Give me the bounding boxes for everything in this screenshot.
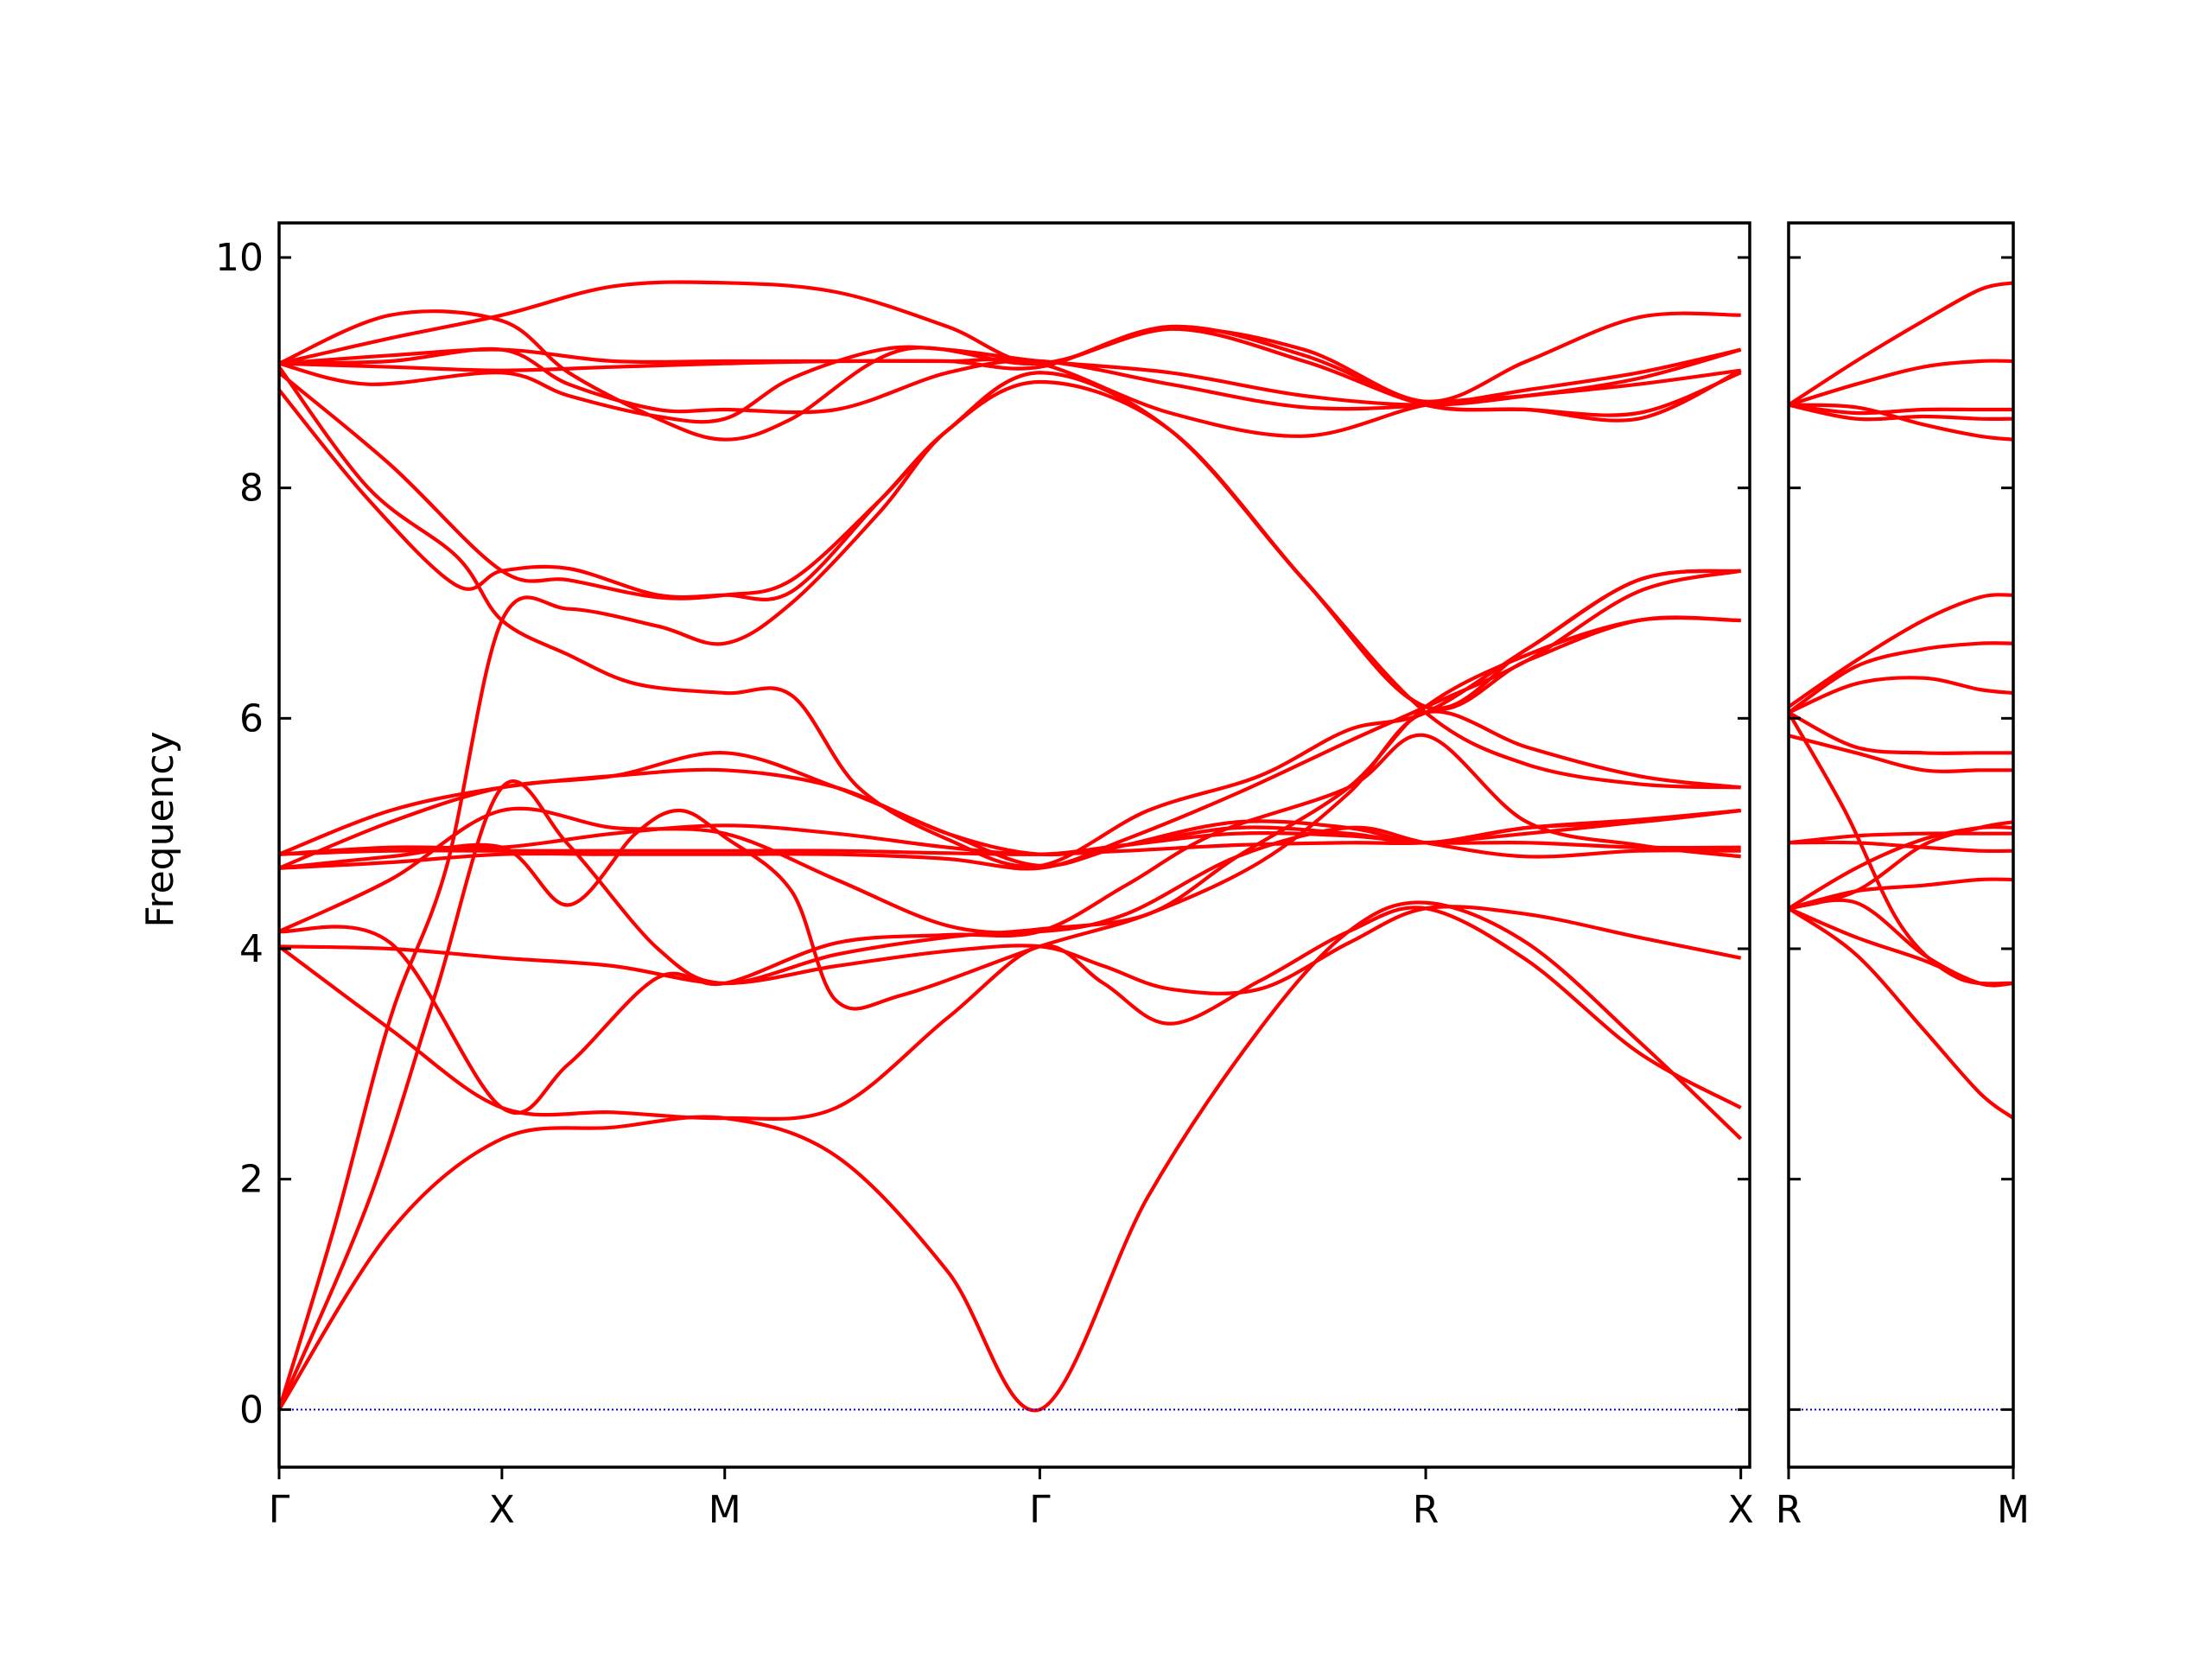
x-tick-label-main-4: Γ (1029, 1488, 1051, 1532)
band-line-side-15 (1787, 281, 2014, 407)
band-line-side-8 (1788, 831, 2013, 845)
band-line-main-3 (276, 379, 1741, 1410)
band-line-side-14 (1787, 711, 2014, 986)
band-line-side-2 (1788, 906, 2014, 988)
x-tick-label-main-1: Γ (269, 1488, 290, 1532)
band-line-main-15 (277, 365, 1741, 868)
band-line-side-7 (1788, 840, 2014, 854)
x-tick-label-main-2: X (489, 1488, 515, 1532)
band-line-side-1 (1787, 906, 2015, 1120)
tick-marks-main (277, 256, 1750, 1479)
x-tick-label-main-3: M (709, 1488, 741, 1532)
y-tick-label: 4 (239, 927, 264, 971)
y-tick-label: 0 (239, 1388, 264, 1432)
y-tick-label: 6 (239, 696, 264, 741)
panel-side (1787, 221, 2015, 1479)
band-line-main-9 (278, 709, 1741, 1011)
band-line-side-13 (1787, 593, 2014, 709)
band-line-main-5 (278, 905, 1742, 995)
y-tick-label: 10 (215, 236, 264, 280)
band-line-main-17 (278, 346, 1742, 415)
band-line-main-22 (278, 345, 1742, 424)
panel-main (276, 221, 1751, 1479)
x-tick-label-side-2: M (1997, 1488, 2030, 1532)
band-line-main-20 (278, 309, 1741, 442)
band-line-side-4 (1788, 877, 2014, 911)
y-tick-labels: 0 2 4 6 8 10 (215, 236, 264, 1432)
x-tick-label-main-5: R (1413, 1488, 1440, 1532)
y-tick-label: 2 (239, 1158, 264, 1202)
band-line-side-10 (1788, 710, 2013, 755)
band-line-main-21 (278, 324, 1742, 423)
band-line-main-16 (277, 371, 1741, 711)
band-line-side-19 (1788, 403, 2014, 442)
band-line-main-2 (277, 615, 1741, 1411)
band-line-side-12 (1787, 641, 2014, 715)
band-line-main-7 (278, 806, 1741, 935)
band-line-side-17 (1788, 403, 2013, 416)
band-line-side-11 (1788, 676, 2014, 715)
band-lines-main (276, 280, 1743, 1413)
x-tick-label-main-6: X (1728, 1488, 1754, 1532)
y-tick-label: 8 (239, 467, 264, 511)
band-line-main-6 (278, 733, 1741, 1116)
tick-marks-side (1787, 256, 2015, 1479)
y-axis-label: Frequency (138, 731, 182, 927)
plot-frame-main (277, 221, 1751, 1469)
band-line-side-3 (1788, 898, 2014, 988)
band-line-side-18 (1788, 403, 2014, 422)
plot-frame-side (1787, 221, 2015, 1469)
band-lines-side (1787, 281, 2015, 1120)
band-line-side-16 (1788, 359, 2014, 407)
band-line-main-1 (277, 900, 1743, 1413)
band-line-side-9 (1788, 734, 2013, 773)
x-tick-label-side-1: R (1776, 1488, 1802, 1532)
